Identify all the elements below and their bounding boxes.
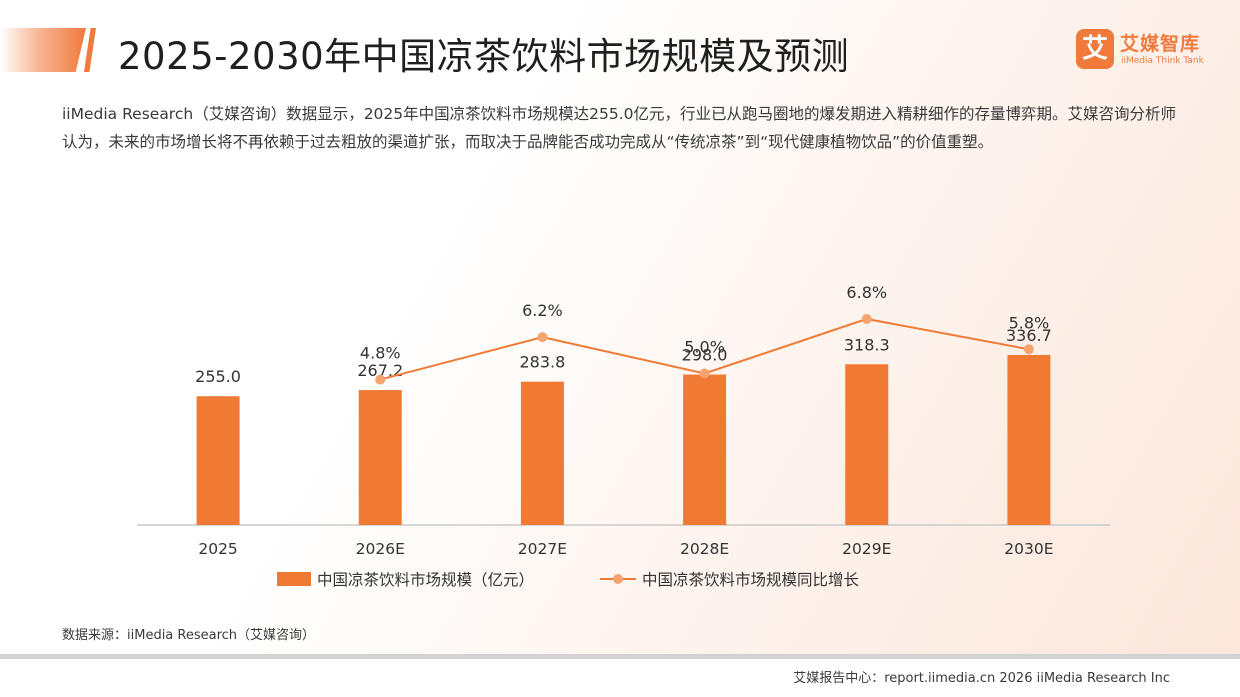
legend-line-label: 中国凉茶饮料市场规模同比增长 — [642, 571, 859, 589]
legend-line-marker — [613, 574, 623, 584]
growth-value-label: 6.8% — [846, 283, 887, 302]
y-tick-label: 600.0 — [83, 214, 126, 232]
x-tick-label: 2028E — [680, 540, 729, 558]
brand-name: 艾媒智库 — [1120, 33, 1201, 55]
chart-legend: 中国凉茶饮料市场规模（亿元） 中国凉茶饮料市场规模同比增长 — [277, 571, 859, 589]
y-tick-label: 200.0 — [83, 416, 126, 434]
bar-series — [196, 354, 1051, 525]
y-tick-label: 500.0 — [83, 265, 126, 283]
data-source: 数据来源：iiMedia Research（艾媒咨询） — [62, 628, 316, 643]
y-axis-ticks: 0.0 100.0 200.0 300.0 400.0 500.0 600.0 — [83, 214, 126, 535]
y-tick-label: 0.0 — [102, 517, 126, 535]
growth-marker — [699, 368, 710, 379]
growth-markers — [375, 313, 1034, 385]
footer-text: 艾媒报告中心：report.iimedia.cn 2026 iiMedia Re… — [793, 671, 1170, 686]
brand-logo: 艾 艾媒智库 iiMedia Think Tank — [1076, 29, 1222, 71]
growth-marker — [375, 374, 386, 385]
bar — [196, 396, 240, 525]
x-tick-label: 2027E — [518, 540, 567, 558]
brand-logo-icon: 艾 — [1076, 29, 1114, 69]
legend-bar-swatch — [277, 572, 311, 586]
bar-value-label: 318.3 — [844, 335, 890, 354]
bar — [358, 390, 402, 525]
header: 2025-2030年中国凉茶饮料市场规模及预测 艾 艾媒智库 iiMedia T… — [0, 0, 1240, 92]
brand-subtitle: iiMedia Think Tank — [1121, 56, 1204, 66]
growth-value-label: 6.2% — [522, 301, 563, 320]
bar — [683, 374, 727, 525]
x-tick-label: 2030E — [1004, 540, 1053, 558]
bar-value-labels: 255.0 267.2 283.8 298.0 318.3 336.7 — [195, 326, 1052, 386]
bar-value-label: 267.2 — [357, 361, 403, 380]
x-tick-label: 2026E — [356, 540, 405, 558]
bar — [520, 381, 564, 525]
footer-divider — [0, 654, 1240, 659]
y-tick-label: 300.0 — [83, 366, 126, 384]
bar — [845, 364, 889, 525]
footer: 艾媒报告中心：report.iimedia.cn 2026 iiMedia Re… — [0, 659, 1240, 697]
growth-value-labels: 4.8% 6.2% 5.0% 6.8% 5.8% — [360, 283, 1049, 363]
bar-value-label: 336.7 — [1006, 326, 1052, 345]
growth-value-label: 4.8% — [360, 344, 401, 363]
x-tick-label: 2029E — [842, 540, 891, 558]
page-title: 2025-2030年中国凉茶饮料市场规模及预测 — [118, 35, 850, 78]
bar — [1007, 354, 1051, 525]
bar-value-label: 298.0 — [682, 346, 728, 365]
intro-paragraph: iiMedia Research（艾媒咨询）数据显示，2025年中国凉茶饮料市场… — [62, 105, 1177, 151]
growth-value-label: 5.0% — [684, 338, 725, 357]
x-axis-ticks: 2025 2026E 2027E 2028E 2029E 2030E — [198, 540, 1053, 558]
bar-value-label: 255.0 — [195, 367, 241, 386]
title-accent-block — [0, 28, 86, 72]
bar-value-label: 283.8 — [520, 353, 566, 372]
growth-marker — [861, 313, 872, 324]
growth-marker — [537, 332, 548, 343]
growth-value-label: 5.8% — [1009, 313, 1050, 332]
y-tick-label: 100.0 — [83, 467, 126, 485]
legend-bar-label: 中国凉茶饮料市场规模（亿元） — [317, 571, 534, 589]
x-tick-label: 2025 — [198, 540, 237, 558]
growth-marker — [1023, 344, 1034, 355]
y-tick-label: 400.0 — [83, 315, 126, 333]
